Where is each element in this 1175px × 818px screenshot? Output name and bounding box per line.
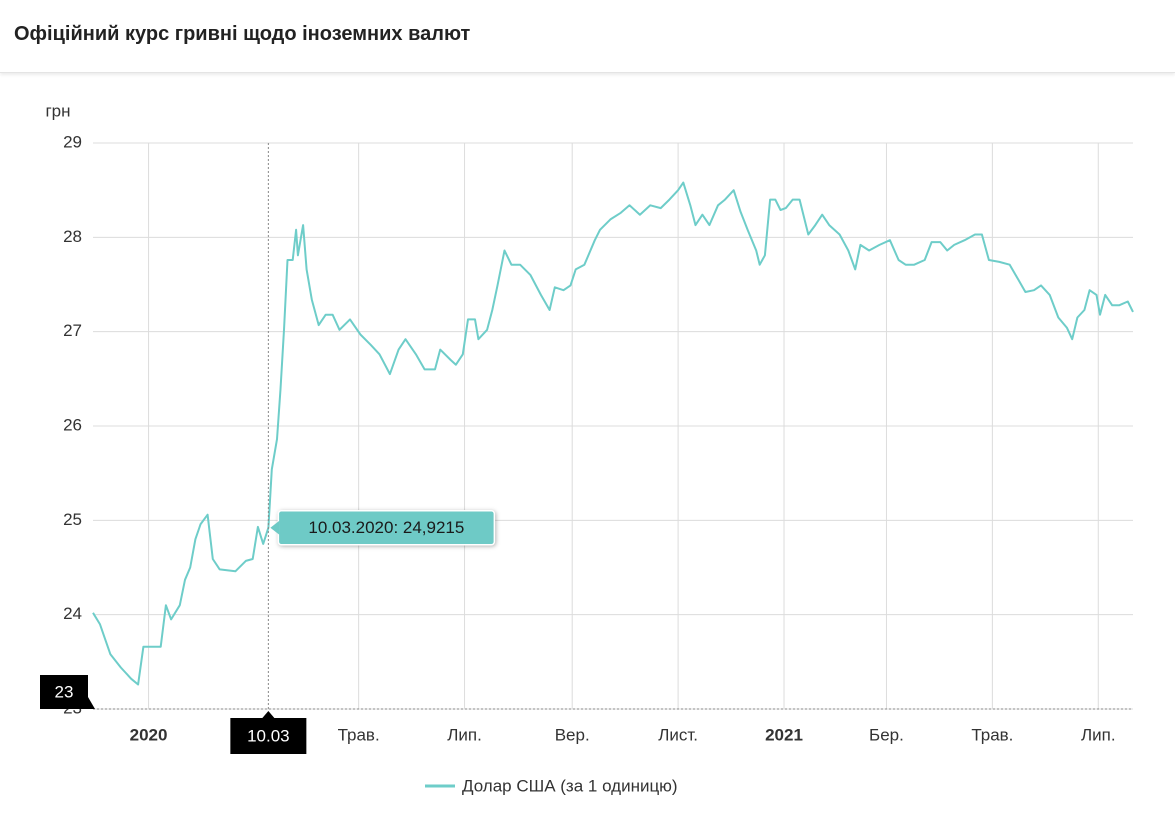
- x-tick-label: Лист.: [658, 725, 698, 744]
- y-tick-label: 24: [63, 604, 82, 623]
- x-tick-label: 2021: [765, 725, 803, 744]
- y-tick-label: 28: [63, 227, 82, 246]
- legend-label: Долар США (за 1 одиницю): [462, 776, 678, 795]
- crosshair-y-box: [40, 675, 88, 709]
- x-tick-label: 2020: [130, 725, 168, 744]
- tooltip-text: 10.03.2020: 24,9215: [308, 518, 464, 537]
- x-tick-label: Трав.: [338, 725, 380, 744]
- y-axis-unit: грн: [45, 101, 70, 120]
- y-tick-label: 26: [63, 415, 82, 434]
- x-tick-label: Лип.: [447, 725, 482, 744]
- x-tick-label: Лип.: [1081, 725, 1116, 744]
- crosshair-y-label: 23: [55, 682, 74, 701]
- x-tick-label: Вер.: [555, 725, 590, 744]
- y-tick-label: 27: [63, 321, 82, 340]
- page-title: Офіційний курс гривні щодо іноземних вал…: [14, 23, 471, 45]
- crosshair-x-label: 10.03: [247, 726, 290, 745]
- crosshair-x-box: [230, 718, 307, 754]
- header: Офіційний курс гривні щодо іноземних вал…: [0, 0, 1175, 73]
- x-tick-label: Бер.: [869, 725, 904, 744]
- y-tick-label: 29: [63, 132, 82, 151]
- crosshair-x-pointer: [262, 711, 275, 718]
- x-tick-label: Трав.: [971, 725, 1013, 744]
- tooltip-pointer: [270, 520, 280, 535]
- data-line: [92, 181, 1134, 686]
- crosshair-y-pointer: [88, 697, 95, 709]
- y-tick-label: 25: [63, 510, 82, 529]
